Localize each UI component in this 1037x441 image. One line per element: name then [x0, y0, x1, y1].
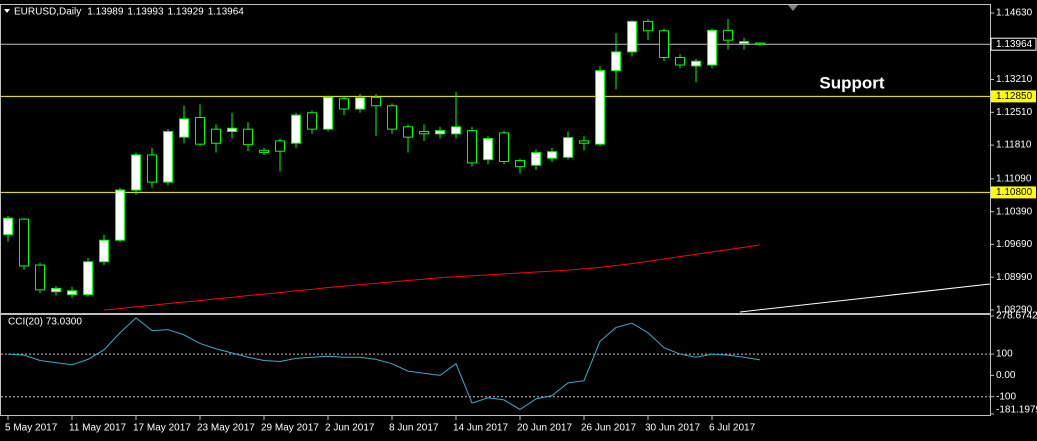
candle-body — [563, 137, 573, 158]
candle-body — [691, 60, 701, 67]
candle-body — [227, 127, 237, 133]
header-value: 1.13993 — [127, 7, 164, 18]
level-label: 1.12850 — [996, 91, 1033, 102]
header-value: 1.13929 — [168, 7, 205, 18]
candle-body — [371, 96, 381, 107]
candle-body — [35, 264, 45, 291]
candle-body — [675, 57, 685, 66]
y-tick-label: -100 — [996, 391, 1016, 402]
candle-body — [51, 287, 61, 293]
y-tick-label: 1.14630 — [996, 8, 1033, 19]
menu-arrow — [4, 9, 10, 13]
trend-line — [739, 283, 991, 313]
shift-marker — [788, 5, 798, 11]
candle-body — [195, 116, 205, 145]
candle-body — [419, 131, 429, 135]
candle-body — [211, 128, 221, 144]
candle-body — [739, 41, 749, 44]
candle-body — [755, 42, 765, 45]
x-tick-label: 14 Jun 2017 — [453, 423, 508, 434]
y-tick-label: 100 — [996, 349, 1013, 360]
cci-line — [7, 317, 761, 411]
candle-body — [291, 114, 301, 144]
candle-body — [627, 20, 637, 53]
candle-body — [467, 130, 477, 164]
candle-body — [659, 30, 669, 59]
x-tick-label: 17 May 2017 — [133, 423, 191, 434]
level-tag — [991, 186, 1036, 199]
y-tick-label: 0.00 — [996, 370, 1016, 381]
candle-body — [387, 105, 397, 130]
header-value: 1.13964 — [208, 7, 245, 18]
cci-panel — [0, 314, 991, 416]
chart-title: EURUSD,Daily — [14, 7, 81, 18]
cci-title: CCI(20) 73.0300 — [8, 317, 82, 328]
candle-body — [595, 70, 605, 145]
price-panel — [0, 4, 991, 314]
candle-body — [131, 154, 141, 191]
candle-body — [19, 218, 29, 267]
candle-body — [547, 151, 557, 159]
candle-body — [723, 29, 733, 41]
candle-body — [179, 118, 189, 138]
candle-body — [259, 149, 269, 154]
candle-body — [579, 140, 589, 144]
x-tick-label: 26 Jun 2017 — [581, 423, 636, 434]
x-tick-label: 11 May 2017 — [69, 423, 127, 434]
annotation: Support — [819, 73, 884, 92]
level-tag — [991, 90, 1036, 103]
candle-body — [275, 140, 285, 152]
candle-body — [435, 130, 445, 135]
candle-body — [483, 138, 493, 161]
level-label: 1.10800 — [996, 187, 1033, 198]
y-tick-label: 1.12510 — [996, 107, 1033, 118]
candle-body — [643, 20, 653, 32]
candle-body — [499, 132, 509, 162]
y-tick-label: 1.09690 — [996, 239, 1033, 250]
x-tick-label: 30 Jun 2017 — [645, 423, 700, 434]
y-tick-label: 278.6742 — [996, 311, 1037, 322]
candle-body — [515, 160, 525, 168]
x-tick-label: 20 Jun 2017 — [517, 423, 572, 434]
y-tick-label: 1.08290 — [996, 305, 1033, 316]
y-tick-label: 1.11090 — [996, 173, 1032, 184]
candle-body — [243, 128, 253, 146]
candle-body — [611, 51, 621, 72]
level-tag — [990, 37, 1037, 51]
y-tick-label: 1.10390 — [996, 206, 1033, 217]
candle-body — [339, 98, 349, 110]
moving-average — [103, 244, 761, 311]
x-tick-label: 2 Jun 2017 — [325, 423, 375, 434]
candle-body — [99, 239, 109, 263]
candle-body — [67, 290, 77, 296]
header-value: 1.13989 — [87, 7, 124, 18]
candle-body — [83, 261, 93, 296]
candle-body — [307, 112, 317, 130]
candle-body — [163, 131, 173, 183]
y-tick-label: -181.1979 — [996, 405, 1037, 416]
x-tick-label: 8 Jun 2017 — [389, 423, 439, 434]
candle-body — [323, 96, 333, 130]
level-label: 1.13964 — [996, 39, 1033, 50]
x-tick-label: 23 May 2017 — [197, 423, 255, 434]
candle-body — [115, 189, 125, 241]
y-tick-label: 1.11810 — [996, 140, 1032, 151]
candle-body — [355, 97, 365, 110]
candle-body — [451, 126, 461, 135]
candle-body — [403, 126, 413, 138]
candle-body — [707, 29, 717, 66]
x-tick-label: 29 May 2017 — [261, 423, 319, 434]
y-tick-label: 1.13210 — [996, 74, 1033, 85]
x-tick-label: 6 Jul 2017 — [709, 423, 756, 434]
candle-body — [3, 217, 13, 236]
x-tick-label: 5 May 2017 — [5, 423, 58, 434]
candle-body — [531, 152, 541, 166]
y-tick-label: 1.08990 — [996, 272, 1033, 283]
candle-body — [147, 154, 157, 183]
